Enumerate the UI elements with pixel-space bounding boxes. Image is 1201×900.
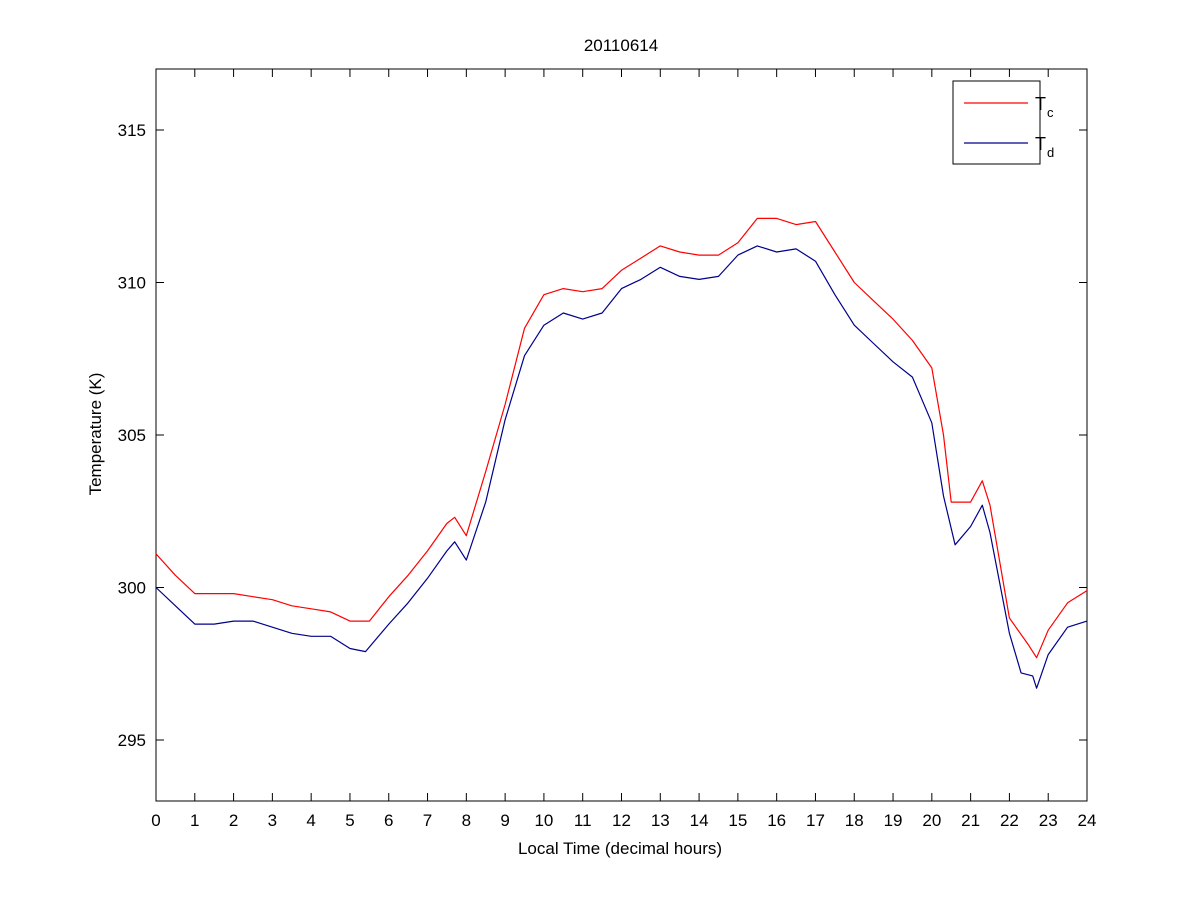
x-tick-label: 2 xyxy=(229,811,238,830)
y-tick-label: 305 xyxy=(118,426,146,445)
x-tick-label: 19 xyxy=(884,811,903,830)
y-tick-label: 300 xyxy=(118,579,146,598)
x-tick-label: 6 xyxy=(384,811,393,830)
legend-label-main: T xyxy=(1035,134,1046,154)
x-tick-label: 23 xyxy=(1039,811,1058,830)
x-tick-label: 10 xyxy=(534,811,553,830)
x-tick-label: 16 xyxy=(767,811,786,830)
x-tick-label: 22 xyxy=(1000,811,1019,830)
x-tick-label: 4 xyxy=(306,811,315,830)
y-axis-label: Temperature (K) xyxy=(86,373,105,496)
legend-label-sub: c xyxy=(1047,105,1054,120)
x-tick-label: 12 xyxy=(612,811,631,830)
x-tick-label: 3 xyxy=(268,811,277,830)
x-tick-label: 7 xyxy=(423,811,432,830)
series-line-td xyxy=(155,245,1088,689)
legend-box xyxy=(952,80,1041,165)
plot-area: 0 1 2 3 4 5 6 7 8 9 10 11 12 13 14 15 16 17 18 19 20 21 22 23 24… xyxy=(118,68,1097,830)
x-tick-label: 9 xyxy=(500,811,509,830)
y-tick-label: 315 xyxy=(118,121,146,140)
legend-label-sub: d xyxy=(1047,145,1054,160)
x-tick-label: 21 xyxy=(961,811,980,830)
chart-title: 20110614 xyxy=(584,36,658,55)
series-line-tc xyxy=(155,217,1088,659)
x-tick-label: 18 xyxy=(845,811,864,830)
x-tick-label: 20 xyxy=(922,811,941,830)
x-tick-label: 17 xyxy=(806,811,825,830)
y-tick-label: 310 xyxy=(118,274,146,293)
x-tick-label: 15 xyxy=(728,811,747,830)
x-tick-label: 13 xyxy=(651,811,670,830)
x-tick-label: 5 xyxy=(345,811,354,830)
x-tick-label: 1 xyxy=(190,811,199,830)
x-axis-label: Local Time (decimal hours) xyxy=(518,839,722,858)
legend-label-main: T xyxy=(1035,94,1046,114)
x-tick-label: 8 xyxy=(462,811,471,830)
axes-box xyxy=(155,68,1088,802)
x-tick-label: 14 xyxy=(690,811,709,830)
x-tick-label: 0 xyxy=(151,811,160,830)
x-tick-label: 11 xyxy=(574,811,592,830)
x-tick-label: 24 xyxy=(1078,811,1097,830)
y-tick-label: 295 xyxy=(118,731,146,750)
